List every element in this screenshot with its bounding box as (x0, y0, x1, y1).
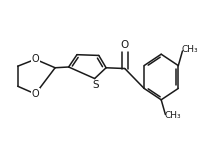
Text: S: S (92, 81, 99, 90)
Text: CH₃: CH₃ (164, 111, 181, 120)
Text: CH₃: CH₃ (181, 45, 198, 54)
Text: O: O (32, 89, 39, 99)
Text: O: O (121, 40, 129, 50)
Text: O: O (32, 54, 39, 64)
